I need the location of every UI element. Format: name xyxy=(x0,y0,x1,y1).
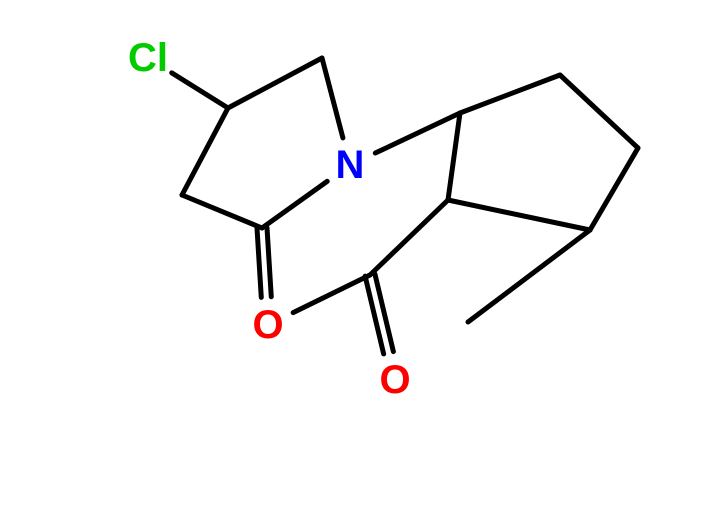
bond xyxy=(560,75,638,148)
bond xyxy=(375,274,394,352)
bond xyxy=(262,181,327,228)
atom-label-cl: Cl xyxy=(128,36,168,80)
bond xyxy=(365,276,384,354)
bond xyxy=(257,228,261,297)
bond xyxy=(468,230,590,322)
bond xyxy=(182,108,228,195)
bond xyxy=(322,58,343,138)
bond xyxy=(590,148,638,230)
molecule-canvas: Cl N O O xyxy=(0,0,706,512)
atom-label-n: N xyxy=(336,143,365,187)
bond xyxy=(448,113,460,200)
bond xyxy=(172,73,228,108)
bond xyxy=(267,228,271,297)
bond xyxy=(370,200,448,275)
bond xyxy=(228,58,322,108)
atom-label-o: O xyxy=(379,358,410,402)
atom-label-o: O xyxy=(252,303,283,347)
bond xyxy=(182,195,262,228)
bond xyxy=(293,275,370,313)
bond xyxy=(448,200,590,230)
bond xyxy=(460,75,560,113)
bond xyxy=(375,113,460,153)
